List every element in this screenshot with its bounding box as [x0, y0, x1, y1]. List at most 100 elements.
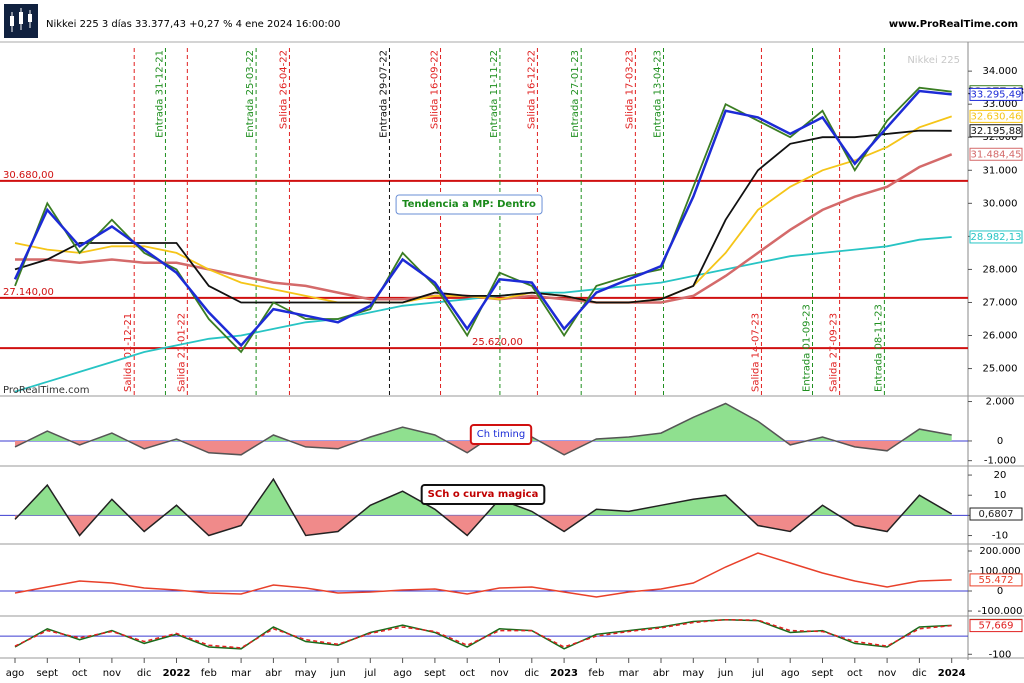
series-line: [14, 618, 952, 650]
y-tick-label: -10: [992, 531, 1008, 542]
app-icon: [4, 4, 38, 38]
y-tick-label: 30.000: [983, 198, 1018, 209]
y-tick-label: 28.000: [983, 264, 1018, 275]
y-tick-label: 34.000: [983, 66, 1018, 77]
panel-plot: [14, 618, 952, 650]
event-label: Salida 17-03-23: [624, 50, 635, 129]
value-label-box: [969, 87, 1023, 101]
value-label-box: [969, 124, 1023, 138]
value-label: 32.630,46: [971, 111, 1022, 122]
level-label: 30.680,00: [3, 170, 54, 181]
value-label-box: [969, 507, 1023, 521]
value-label: 31.484,45: [971, 149, 1022, 160]
header-site: www.ProRealTime.com: [889, 19, 1018, 30]
x-tick-label: nov: [490, 668, 508, 679]
event-label: Salida 01-12-21: [123, 313, 134, 392]
value-label-box: [969, 147, 1023, 161]
x-tick-label: ago: [6, 668, 25, 679]
x-tick-label: sept: [36, 668, 58, 679]
y-tick-label: 26.000: [983, 331, 1018, 342]
value-label-box: [969, 230, 1023, 244]
y-tick-label: 33.000: [983, 99, 1018, 110]
x-tick-label: dic: [912, 668, 927, 679]
value-label-box: [969, 619, 1023, 633]
panel-plot: [14, 552, 952, 598]
x-tick-label: may: [682, 668, 704, 679]
annotation-box: [420, 484, 546, 505]
y-tick-label: -100: [989, 649, 1012, 660]
x-tick-label: jun: [329, 668, 345, 679]
y-tick-label: 31.000: [983, 165, 1018, 176]
series-line: [14, 115, 952, 304]
panel-plot: 30.680,00 27.140,00 25.620,00 Entrada 31-12…: [0, 48, 968, 395]
x-tick-label: 2022: [163, 668, 191, 679]
y-tick-label: -100.000: [978, 606, 1023, 617]
event-label: Salida 14-07-23: [750, 313, 761, 392]
x-tick-label: oct: [847, 668, 863, 679]
y-tick-label: -1.000: [984, 456, 1016, 467]
y-tick-label: 32.000: [983, 132, 1018, 143]
event-label: Entrada 31-12-21: [154, 50, 165, 138]
x-tick-label: nov: [103, 668, 121, 679]
value-label: 55.472: [979, 575, 1014, 586]
value-label: 57,669: [979, 621, 1014, 632]
event-label: Entrada 11-11-22: [489, 50, 500, 138]
y-tick-label: 27.000: [983, 297, 1018, 308]
series-line: [14, 129, 952, 304]
event-label: Entrada 27-01-23: [570, 50, 581, 138]
annotation: SCh o curva magica: [428, 489, 539, 500]
x-tick-label: oct: [459, 668, 475, 679]
annotation: Ch timing: [477, 429, 525, 440]
event-label: Salida 16-09-22: [430, 50, 441, 129]
x-tick-label: 2023: [550, 668, 578, 679]
value-label: 28.982,13: [971, 232, 1022, 243]
value-label: 32.195,88: [971, 126, 1022, 137]
series-line: [14, 552, 952, 598]
y-tick-label: 100.000: [979, 566, 1020, 577]
level-label: 27.140,00: [3, 287, 54, 298]
annotation: Tendencia a MP: Dentro: [402, 199, 536, 210]
event-label: Salida 27-09-23: [829, 313, 840, 392]
value-label: 0,6807: [979, 509, 1014, 520]
watermark: ProRealTime.com: [3, 385, 89, 396]
x-tick-label: nov: [878, 668, 896, 679]
area: [15, 440, 952, 455]
x-tick-label: feb: [201, 668, 217, 679]
x-tick-label: abr: [265, 668, 282, 679]
value-label-box: [969, 109, 1023, 123]
x-tick-label: mar: [619, 668, 640, 679]
event-label: Entrada 25-03-22: [245, 50, 256, 138]
x-tick-label: jun: [717, 668, 733, 679]
event-label: Entrada 08-11-23: [873, 304, 884, 392]
level-label: 25.620,00: [472, 337, 523, 348]
x-tick-label: may: [295, 668, 317, 679]
event-label: Salida 21-01-22: [176, 313, 187, 392]
x-tick-label: ago: [393, 668, 412, 679]
event-label: Entrada 01-09-23: [802, 304, 813, 392]
area: [15, 515, 952, 536]
annotation-box: [395, 194, 543, 215]
x-tick-label: mar: [231, 668, 252, 679]
y-tick-label: 25.000: [983, 364, 1018, 375]
series-line: [14, 477, 953, 537]
y-tick-label: 20: [994, 470, 1007, 481]
event-label: Entrada 29-07-22: [378, 50, 389, 138]
y-tick-label: 200.000: [979, 546, 1020, 557]
x-tick-label: oct: [72, 668, 88, 679]
y-tick-label: 0: [997, 586, 1003, 597]
event-label: Salida 16-12-22: [526, 50, 537, 129]
value-label-box: [969, 573, 1023, 587]
y-tick-label: 2.000: [986, 397, 1015, 408]
area: [27, 403, 952, 441]
panel-plot: [14, 477, 953, 537]
area: [18, 479, 952, 516]
x-tick-label: sept: [812, 668, 834, 679]
x-tick-label: jul: [751, 668, 764, 679]
x-tick-label: 2024: [938, 668, 966, 679]
series-line: [14, 618, 952, 649]
x-tick-label: abr: [653, 668, 670, 679]
annotation-box: [469, 424, 533, 445]
y-tick-label: 10: [994, 490, 1007, 501]
